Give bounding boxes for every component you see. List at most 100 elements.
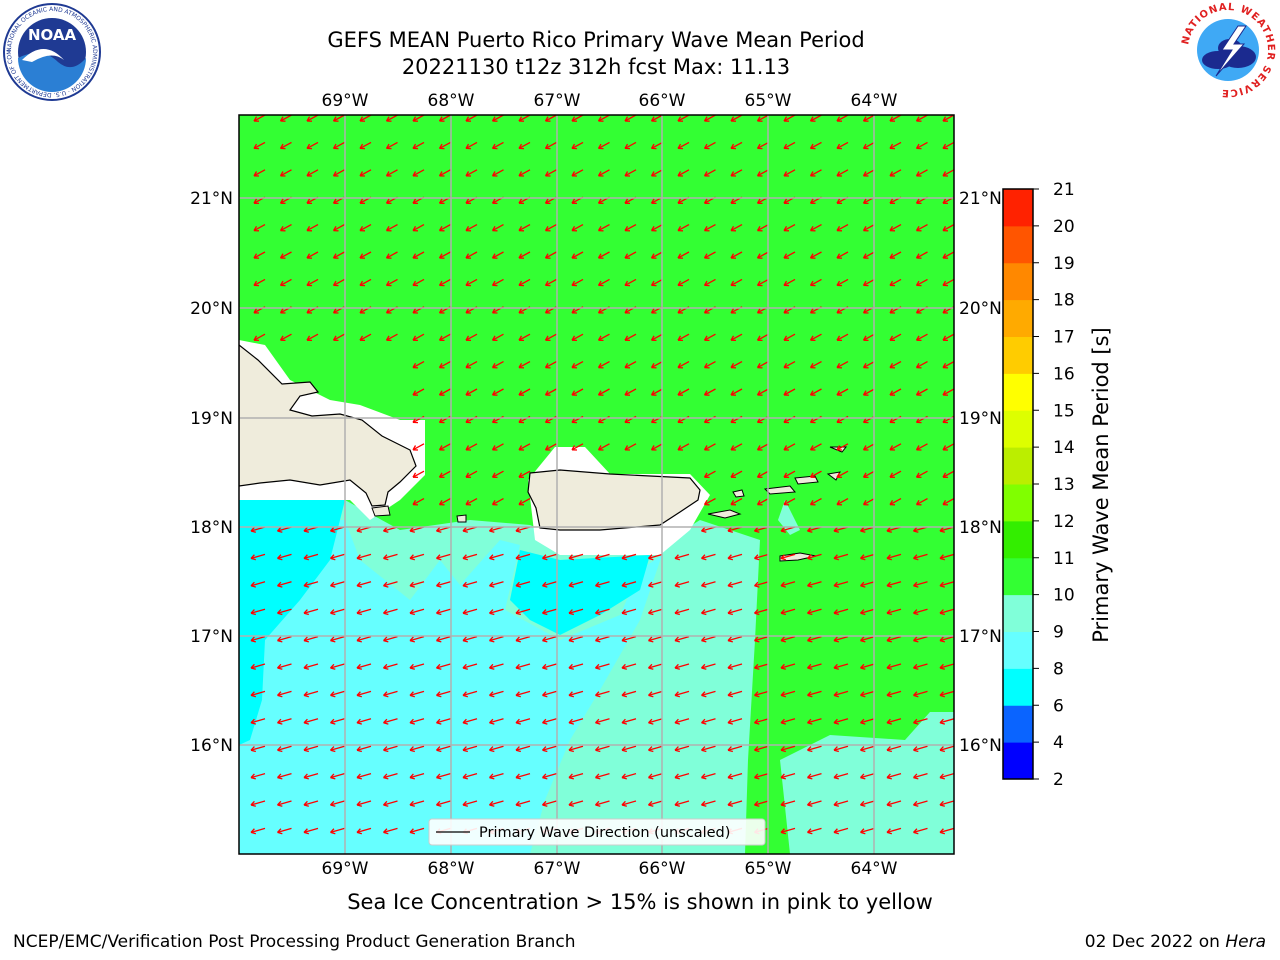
wave-arrow-shaft [807,663,822,669]
wave-arrow-shaft [916,498,928,506]
wave-arrow-head [356,828,362,835]
wave-arrow-head [518,308,525,314]
wave-arrow-head [436,800,442,807]
wave-arrow-head [383,636,389,643]
wave-arrow-head [412,171,419,177]
wave-arrow-head [833,663,839,670]
wave-arrow-shaft [863,115,875,122]
wave-arrow-shaft [810,278,822,286]
wave-arrow-head [756,417,763,424]
wave-arrow-head [703,335,710,342]
wave-arrow-shaft [677,361,690,369]
wave-arrow-head [571,280,578,287]
wave-arrow-shaft [939,718,954,724]
wave-arrow-shaft [677,169,690,177]
wave-arrow-head [462,800,468,807]
wave-arrow-head [780,800,786,807]
wave-arrow-head [886,828,892,835]
wave-arrow-shaft [436,663,451,669]
wave-arrow-shaft [277,745,292,751]
wave-arrow-head [780,663,786,670]
footer-machine: Hera [1225,932,1266,952]
wave-arrow-head [330,636,336,643]
wave-arrow-head [438,171,445,177]
chart-title: GEFS MEAN Puerto Rico Primary Wave Mean … [327,28,865,52]
wave-arrow-shaft [280,115,292,122]
wave-arrow-head [250,526,256,533]
wave-arrow-shaft [860,718,875,724]
wave-arrow-head [544,171,551,177]
wave-arrow-head [677,253,684,259]
wave-arrow-shaft [518,498,531,506]
wave-arrow-shaft [277,800,292,806]
wave-arrow-shaft [889,141,902,149]
wave-arrow-head [518,472,525,479]
wave-arrow-head [438,225,445,232]
wave-arrow-shaft [250,635,266,642]
wave-arrow-head [438,308,445,314]
wave-arrow-shaft [306,115,319,122]
wave-arrow-shaft [333,251,345,259]
wave-arrow-head [595,718,601,725]
wave-arrow-shaft [412,278,425,286]
wave-arrow-head [836,335,843,342]
wave-arrow-shaft [886,745,902,751]
wave-arrow-shaft [439,141,451,149]
wave-arrow-head [597,253,604,259]
wave-arrow-shaft [648,772,663,779]
wave-arrow-head [303,636,309,643]
wave-arrow-head [807,581,813,588]
wave-arrow-head [568,800,574,807]
wave-arrow-shaft [833,690,849,697]
wave-arrow-shaft [754,608,769,614]
st-croix-island [779,552,817,562]
wave-arrow-shaft [465,169,478,177]
wave-arrow-shaft [386,115,398,122]
wave-arrow-head [915,499,922,506]
wave-arrow-head [939,746,945,753]
wave-arrow-head [727,773,733,780]
wave-arrow-shaft [356,772,372,779]
puerto-rico-land [527,469,701,531]
wave-arrow-shaft [942,470,954,478]
wave-arrow-head [412,225,419,232]
wave-arrow-shaft [807,581,822,587]
wave-arrow-shaft [330,663,345,669]
wave-arrow-head [836,308,843,314]
wave-arrow-shaft [757,470,769,478]
wave-arrow-head [783,225,790,232]
wave-arrow-shaft [889,224,902,232]
wave-arrow-shaft [489,635,504,642]
wave-arrow-shaft [303,690,319,697]
wave-arrow-head [677,362,684,369]
wave-arrow-head [332,171,339,177]
wave-arrow-shaft [359,224,372,232]
wave-arrow-head [624,390,631,396]
wave-arrow-head [913,526,919,533]
wave-arrow-head [385,198,392,205]
wave-arrow-shaft [674,553,690,560]
wave-arrow-shaft [757,224,769,232]
wave-arrow-shaft [810,333,822,341]
wave-arrow-head [409,691,415,698]
wave-arrow-head [385,335,392,342]
wave-arrow-shaft [515,745,531,751]
colorbar-segment [1003,410,1033,448]
wave-arrow-shaft [439,251,451,259]
wave-arrow-shaft [436,690,451,697]
wave-arrow-head [677,335,684,342]
wave-arrow-head [942,308,949,314]
wave-arrow-head [597,417,604,424]
wave-arrow-head [783,472,790,479]
wave-arrow-shaft [939,800,954,806]
wave-arrow-head [489,663,495,670]
wave-arrow-head [703,308,710,314]
wave-arrow-shaft [595,635,610,642]
wave-arrow-shaft [386,141,398,149]
vieques-island [707,509,742,519]
wave-arrow-head [807,800,813,807]
wave-arrow-shaft [515,608,531,614]
wave-arrow-head [836,362,843,369]
wave-arrow-shaft [836,470,849,478]
wave-arrow-head [915,171,922,177]
